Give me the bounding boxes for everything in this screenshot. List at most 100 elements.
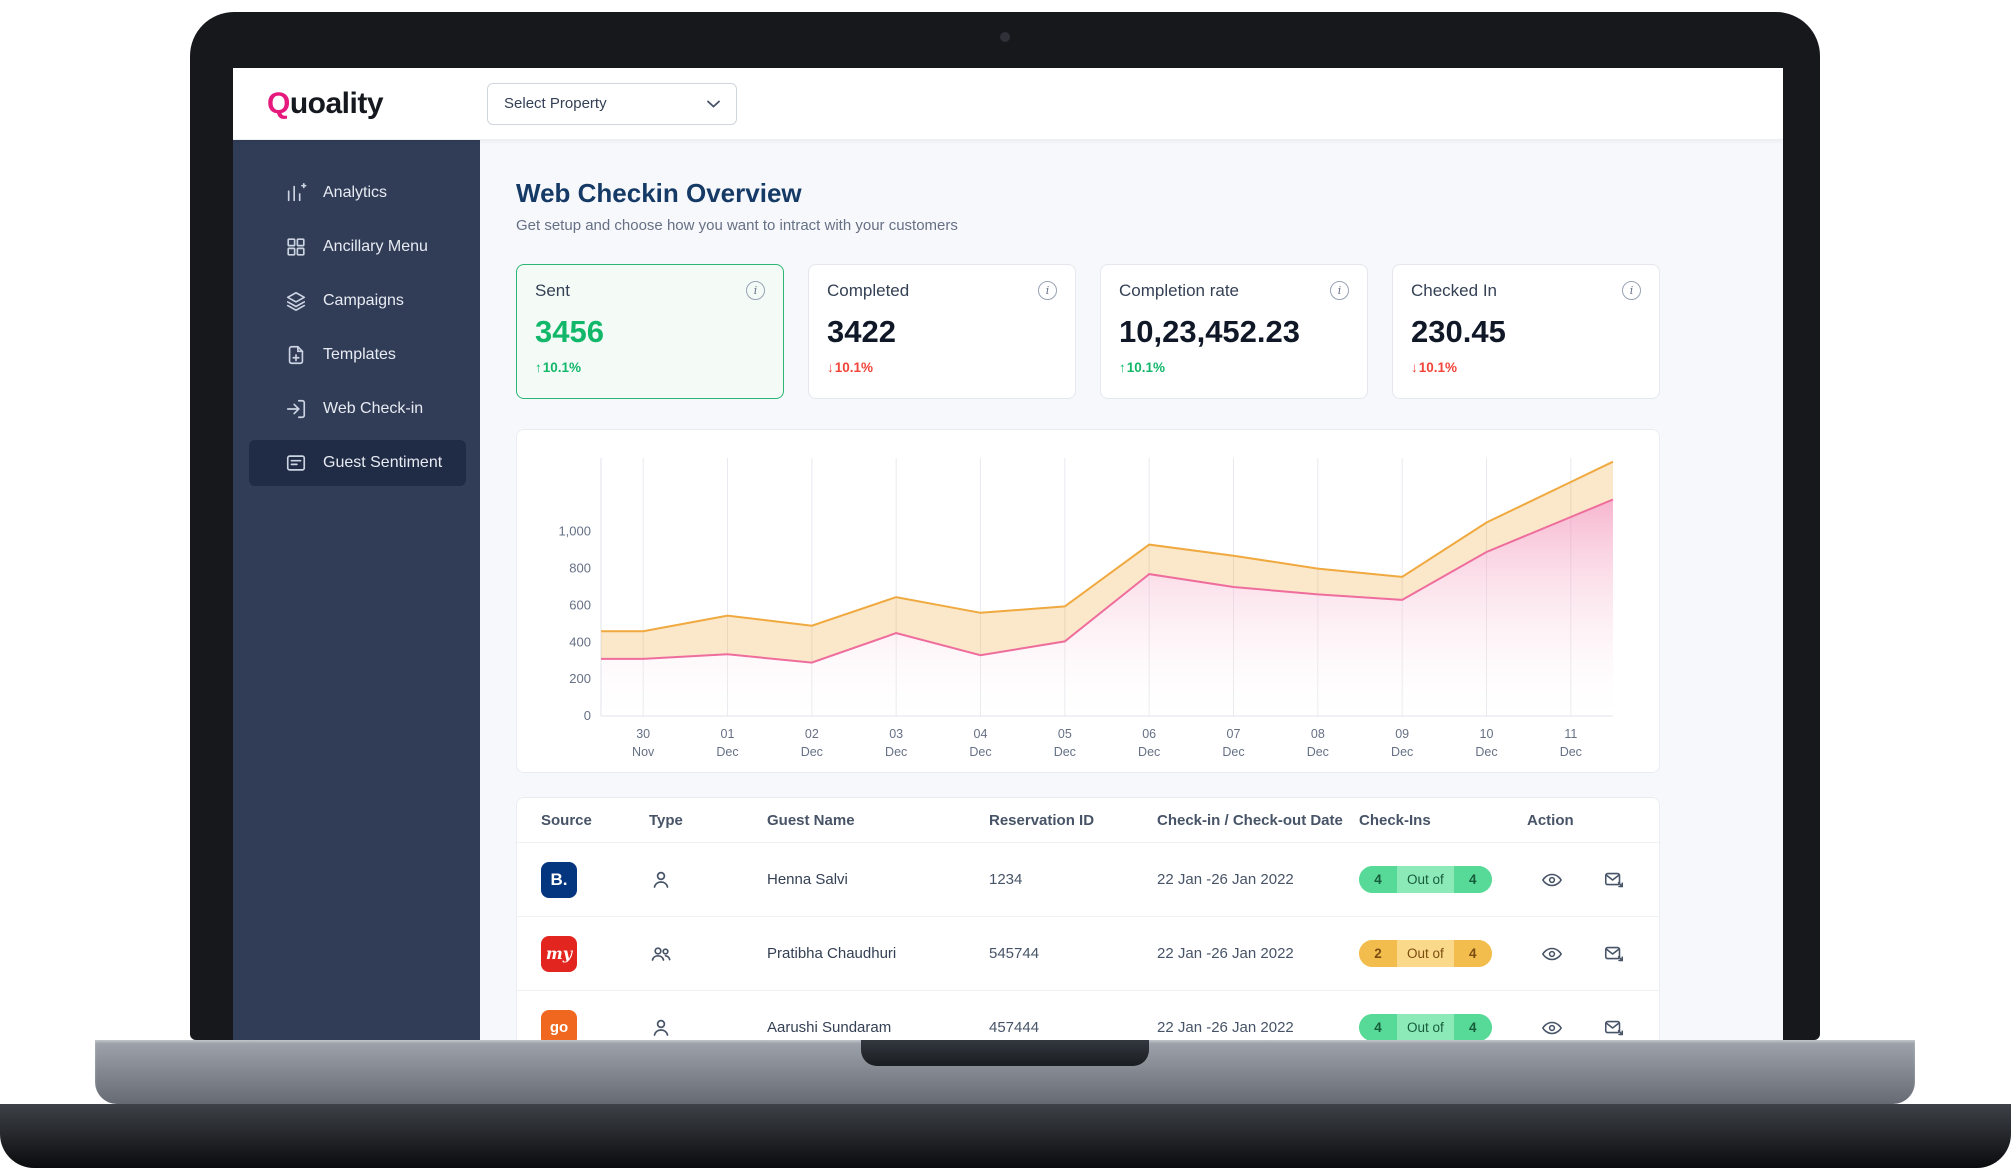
layers-icon [285,290,307,312]
stat-value: 3422 [827,314,896,349]
checkin-dates: 22 Jan -26 Jan 2022 [1157,871,1294,888]
svg-text:Dec: Dec [1475,745,1497,759]
stats-row: Sent i 3456 ↑ 10.1% Completed i [516,264,1660,399]
sidebar-item-label: Analytics [323,184,388,201]
laptop-lid-notch [861,1040,1149,1066]
trend-arrow-icon: ↑ [1119,360,1126,375]
send-email-icon[interactable] [1603,943,1625,965]
sidebar-item-label: Web Check-in [323,400,424,417]
checkins-badge: 4 Out of 4 [1359,1014,1492,1040]
view-eye-icon[interactable] [1541,1017,1563,1039]
property-select-label: Select Property [504,95,607,112]
guest-type-icon [649,942,767,966]
checkin-trend-chart-card: 0 200 400 600 800 1,000 30 Nov 01 Dec 02 Dec 03 Dec 04… [516,429,1660,773]
grid-icon [285,236,307,258]
logo-q-mark: Q [267,86,290,120]
sidebar-item-templates[interactable]: Templates [233,328,480,382]
info-icon[interactable]: i [1622,281,1641,300]
svg-text:11: 11 [1564,727,1577,741]
svg-text:09: 09 [1395,727,1409,741]
laptop-base [0,1104,2011,1168]
view-eye-icon[interactable] [1541,943,1563,965]
laptop-screen-bezel: Quoality Select Property Analyt [190,12,1820,1040]
svg-text:Dec: Dec [1560,745,1582,759]
sidebar-item-guest-sentiment[interactable]: Guest Sentiment [249,440,466,486]
svg-text:30: 30 [636,727,650,741]
stat-card-checked-in[interactable]: Checked In i 230.45 ↓ 10.1% [1392,264,1660,399]
reservation-id: 457444 [989,1019,1040,1036]
reservation-id: 1234 [989,871,1023,888]
property-select-dropdown[interactable]: Select Property [487,82,738,125]
svg-text:Dec: Dec [1391,745,1413,759]
stat-value: 10,23,452.23 [1119,314,1301,349]
chevron-down-icon [707,95,720,112]
table-row[interactable]: B. Henna Salvi 1234 22 Jan -26 Jan 2022 … [517,842,1659,916]
guest-type-icon [649,868,767,892]
sidebar-item-analytics[interactable]: Analytics [233,166,480,220]
stat-label: Sent [535,281,570,300]
laptop-hinge-deck [95,1040,1915,1104]
sidebar-item-web-checkin[interactable]: Web Check-in [233,382,480,436]
stat-card-sent[interactable]: Sent i 3456 ↑ 10.1% [516,264,784,399]
svg-text:02: 02 [805,727,819,741]
sidebar: Analytics Ancillary Menu Campaigns [233,140,480,1040]
stat-card-completed[interactable]: Completed i 3422 ↓ 10.1% [808,264,1076,399]
trend-arrow-icon: ↑ [535,360,542,375]
stat-delta: ↓ 10.1% [827,360,874,375]
info-icon[interactable]: i [1330,281,1349,300]
guest-name: Aarushi Sundaram [767,1019,892,1036]
stat-label: Completion rate [1119,281,1240,300]
svg-text:10: 10 [1480,727,1494,741]
guest-type-icon [649,1016,767,1040]
stat-delta: ↑ 10.1% [535,360,582,375]
sidebar-item-label: Guest Sentiment [323,454,443,471]
table-row[interactable]: my Pratibha Chaudhuri 545744 22 Jan -26 … [517,916,1659,990]
svg-text:1,000: 1,000 [558,524,591,539]
column-header-type: Type [649,811,683,829]
svg-text:Dec: Dec [969,745,991,759]
svg-text:400: 400 [569,634,591,649]
svg-text:0: 0 [584,708,591,723]
send-email-icon[interactable] [1603,1017,1625,1039]
sidebar-item-label: Campaigns [323,292,404,309]
trend-arrow-icon: ↓ [827,360,834,375]
column-header-dates: Check-in / Check-out Date [1157,811,1343,829]
stat-card-completion-rate[interactable]: Completion rate i 10,23,452.23 ↑ 10.1% [1100,264,1368,399]
reservation-id: 545744 [989,945,1040,962]
column-header-action: Action [1527,811,1574,829]
guest-name: Henna Salvi [767,871,848,888]
booking-logo: B. [541,861,577,898]
checkin-dates: 22 Jan -26 Jan 2022 [1157,1019,1294,1036]
goibibo-logo: go [541,1009,577,1040]
file-plus-icon [285,344,307,366]
stat-delta: ↑ 10.1% [1119,360,1166,375]
view-eye-icon[interactable] [1541,869,1563,891]
sidebar-item-label: Templates [323,346,396,363]
info-icon[interactable]: i [1038,281,1057,300]
stat-delta: ↓ 10.1% [1411,360,1458,375]
page-subtitle: Get setup and choose how you want to int… [516,217,958,234]
stat-label: Checked In [1411,281,1497,300]
column-header-checkins: Check-Ins [1359,811,1431,829]
column-header-source: Source [541,811,592,829]
send-email-icon[interactable] [1603,869,1625,891]
main-content: Web Checkin Overview Get setup and choos… [480,140,1783,1040]
stat-label: Completed [827,281,910,300]
svg-text:Dec: Dec [1054,745,1076,759]
sidebar-item-ancillary-menu[interactable]: Ancillary Menu [233,220,480,274]
table-row[interactable]: go Aarushi Sundaram 457444 22 Jan -26 Ja… [517,990,1659,1040]
analytics-icon [285,182,307,204]
app-window: Quoality Select Property Analyt [233,68,1783,1040]
svg-text:07: 07 [1227,727,1241,741]
webcam-dot [1000,32,1010,42]
svg-text:Nov: Nov [632,745,655,759]
checkins-badge: 2 Out of 4 [1359,940,1492,967]
login-arrow-icon [285,398,307,420]
checkin-dates: 22 Jan -26 Jan 2022 [1157,945,1294,962]
info-icon[interactable]: i [746,281,765,300]
table-header: Source Type Guest Name Reservation ID Ch… [517,798,1659,842]
svg-text:04: 04 [974,727,988,741]
svg-text:600: 600 [569,597,591,612]
sidebar-item-campaigns[interactable]: Campaigns [233,274,480,328]
